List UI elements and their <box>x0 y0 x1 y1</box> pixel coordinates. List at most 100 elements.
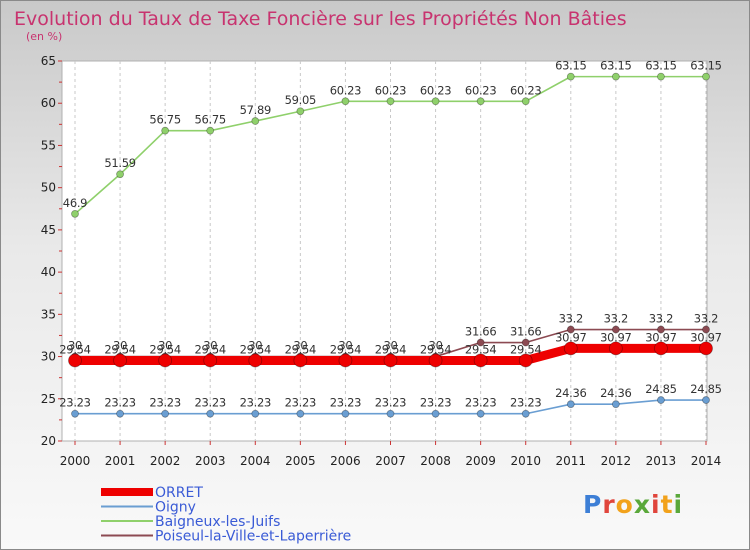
point-oigny-2014 <box>702 396 710 404</box>
data-label-baigneux-les-juifs-2012: 63.15 <box>600 59 631 73</box>
data-label-oigny-2006: 23.23 <box>330 396 361 410</box>
data-label-oigny-2004: 23.23 <box>240 396 271 410</box>
data-label-poiseul-la-ville-et-laperri-re-2003: 30 <box>203 339 217 353</box>
data-label-oigny-2008: 23.23 <box>420 396 451 410</box>
legend-label-poiseul-la-ville-et-laperri-re: Poiseul-la-Ville-et-Laperrière <box>155 529 351 545</box>
point-baigneux-les-juifs-2014 <box>702 72 710 81</box>
x-tick-label-2011: 2011 <box>556 454 587 468</box>
label-layer: 46.9 51.59 56.75 56.75 57.89 59.05 60.23 60.23 6… <box>59 59 722 410</box>
data-label-orret-2011: 30.97 <box>555 330 586 344</box>
point-baigneux-les-juifs-2002 <box>161 126 170 135</box>
plot-area <box>61 60 708 442</box>
x-tick-label-2004: 2004 <box>240 454 271 468</box>
point-baigneux-les-juifs-2004 <box>251 117 260 125</box>
point-baigneux-les-juifs-2013 <box>657 72 665 81</box>
data-label-poiseul-la-ville-et-laperri-re-2009: 31.66 <box>465 325 496 339</box>
data-label-baigneux-les-juifs-2014: 63.15 <box>690 59 721 73</box>
legend-label-baigneux-les-juifs: Baigneux-les-Juifs <box>155 514 280 530</box>
x-tick-label-2007: 2007 <box>375 454 406 468</box>
y-tick-label-40: 40 <box>41 265 56 279</box>
grid-layer <box>61 60 708 442</box>
data-label-orret-2009: 29.54 <box>465 342 496 356</box>
point-baigneux-les-juifs-2005 <box>296 107 305 116</box>
point-poiseul-la-ville-et-laperri-re-2010 <box>521 338 530 347</box>
data-label-poiseul-la-ville-et-laperri-re-2004: 30 <box>248 339 262 353</box>
data-label-baigneux-les-juifs-2004: 57.89 <box>240 103 271 117</box>
point-oigny-2003 <box>206 409 215 418</box>
data-label-oigny-2000: 23.23 <box>59 396 90 410</box>
data-label-oigny-2007: 23.23 <box>375 396 406 410</box>
y-tick-label-45: 45 <box>41 223 56 237</box>
x-tick-label-2001: 2001 <box>105 454 136 468</box>
legend-label-oigny: Oigny <box>155 500 196 516</box>
data-label-oigny-2010: 23.23 <box>510 396 541 410</box>
y-tick-label-55: 55 <box>41 138 56 152</box>
point-oigny-2000 <box>71 409 79 418</box>
y-tick-label-30: 30 <box>41 350 56 364</box>
point-baigneux-les-juifs-2003 <box>206 126 215 135</box>
point-oigny-2004 <box>251 409 260 418</box>
x-tick-label-2010: 2010 <box>510 454 541 468</box>
data-label-poiseul-la-ville-et-laperri-re-2001: 30 <box>113 339 127 353</box>
point-oigny-2011 <box>566 400 575 409</box>
legend: ORRETOignyBaigneux-les-JuifsPoiseul-la-V… <box>101 485 351 545</box>
point-poiseul-la-ville-et-laperri-re-2014 <box>702 325 710 334</box>
point-oigny-2005 <box>296 409 305 418</box>
data-label-baigneux-les-juifs-2011: 63.15 <box>555 59 586 73</box>
point-orret-2005 <box>293 353 308 368</box>
x-tick-label-2000: 2000 <box>60 454 91 468</box>
data-label-orret-2008: 29.54 <box>420 342 451 356</box>
point-baigneux-les-juifs-2001 <box>116 170 124 179</box>
data-label-baigneux-les-juifs-2001: 51.59 <box>104 156 135 170</box>
chart-title: Evolution du Taux de Taxe Foncière sur l… <box>14 8 627 30</box>
point-oigny-2006 <box>341 409 350 418</box>
data-label-baigneux-les-juifs-2013: 63.15 <box>645 59 676 73</box>
point-orret-2010 <box>518 353 533 368</box>
point-oigny-2002 <box>161 409 170 418</box>
point-poiseul-la-ville-et-laperri-re-2012 <box>611 325 620 334</box>
data-label-poiseul-la-ville-et-laperri-re-2007: 30 <box>383 339 397 353</box>
y-tick-label-25: 25 <box>41 392 56 406</box>
point-orret-2008 <box>428 353 443 368</box>
data-label-orret-2012: 30.97 <box>600 330 631 344</box>
data-label-poiseul-la-ville-et-laperri-re-2012: 33.2 <box>604 312 628 326</box>
point-orret-2001 <box>113 353 127 368</box>
y-tick-label-35: 35 <box>41 307 56 321</box>
data-label-orret-2014: 30.97 <box>690 330 721 344</box>
point-orret-2006 <box>338 353 353 368</box>
data-label-baigneux-les-juifs-2005: 59.05 <box>285 93 316 107</box>
data-label-orret-2001: 29.54 <box>104 342 135 356</box>
series-layer <box>68 72 713 418</box>
point-orret-2012 <box>608 341 623 356</box>
data-label-baigneux-les-juifs-2003: 56.75 <box>194 113 225 127</box>
x-tick-label-2002: 2002 <box>150 454 181 468</box>
data-label-orret-2006: 29.54 <box>330 342 361 356</box>
point-poiseul-la-ville-et-laperri-re-2009 <box>476 338 485 347</box>
data-label-poiseul-la-ville-et-laperri-re-2011: 33.2 <box>559 312 583 326</box>
data-label-poiseul-la-ville-et-laperri-re-2002: 30 <box>158 339 172 353</box>
x-tick-label-2009: 2009 <box>465 454 496 468</box>
data-label-orret-2002: 29.54 <box>149 342 180 356</box>
data-label-oigny-2005: 23.23 <box>285 396 316 410</box>
data-label-oigny-2014: 24.85 <box>690 382 721 396</box>
data-label-baigneux-les-juifs-2002: 56.75 <box>149 113 180 127</box>
point-oigny-2013 <box>657 396 665 404</box>
point-baigneux-les-juifs-2008 <box>431 97 440 106</box>
y-tick-label-20: 20 <box>41 434 56 448</box>
y-tick-label-60: 60 <box>41 96 56 110</box>
y-tick-label-50: 50 <box>41 181 56 195</box>
data-label-orret-2010: 29.54 <box>510 342 541 356</box>
data-label-poiseul-la-ville-et-laperri-re-2010: 31.66 <box>510 325 541 339</box>
point-orret-2000 <box>68 353 82 368</box>
data-label-poiseul-la-ville-et-laperri-re-2005: 30 <box>293 339 307 353</box>
point-poiseul-la-ville-et-laperri-re-2013 <box>657 325 665 334</box>
point-baigneux-les-juifs-2007 <box>386 97 395 106</box>
point-baigneux-les-juifs-2009 <box>476 97 485 106</box>
point-baigneux-les-juifs-2010 <box>521 97 530 106</box>
point-orret-2004 <box>248 353 263 368</box>
data-label-oigny-2013: 24.85 <box>645 382 676 396</box>
axis-layer: 20 25 30 35 40 45 50 55 60 65 2000 2001 2002 2003 2004… <box>41 54 722 468</box>
data-label-oigny-2012: 24.36 <box>600 386 631 400</box>
point-baigneux-les-juifs-2000 <box>71 209 79 218</box>
